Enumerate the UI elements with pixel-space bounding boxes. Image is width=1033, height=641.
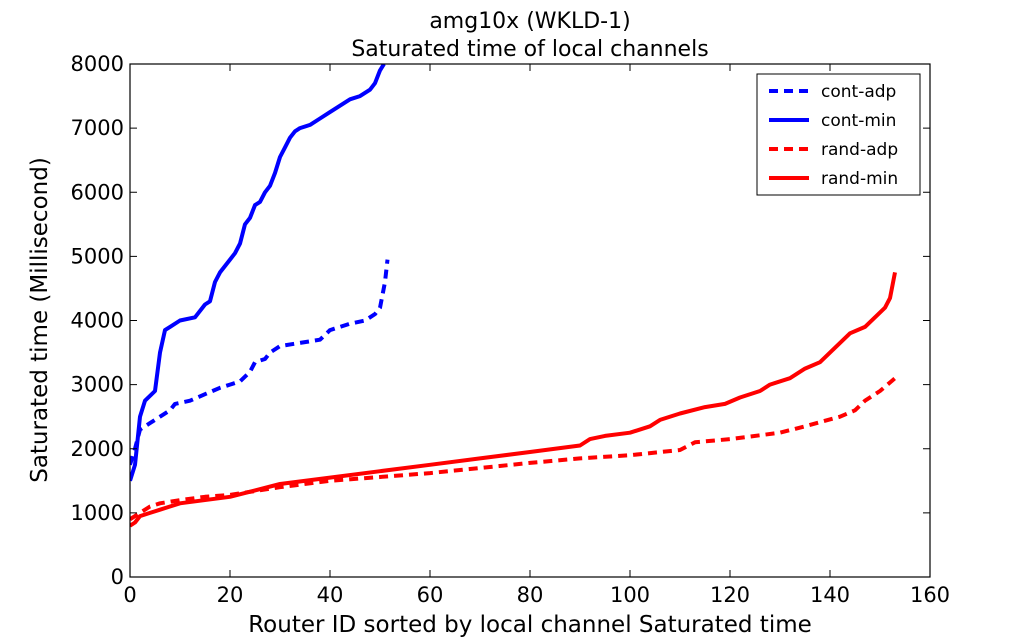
x-tick-label: 120	[710, 583, 750, 607]
legend-label: cont-adp	[821, 82, 896, 102]
y-tick-label: 8000	[71, 52, 124, 76]
series-layer	[130, 64, 897, 528]
y-tick-label: 6000	[71, 180, 124, 204]
y-tick-label: 5000	[71, 244, 124, 268]
x-tick-label: 160	[910, 583, 950, 607]
y-tick-label: 3000	[71, 373, 124, 397]
series-line-rand-adp	[130, 376, 897, 521]
chart-title: amg10x (WKLD-1)	[429, 9, 630, 34]
x-tick-label: 60	[417, 583, 444, 607]
legend-label: rand-min	[821, 169, 898, 189]
x-axis: 0 20 40 60 80 100 120 140 160	[123, 64, 950, 607]
x-tick-label: 40	[317, 583, 344, 607]
y-tick-label: 7000	[71, 116, 124, 140]
x-tick-label: 0	[123, 583, 136, 607]
series-line-cont-min	[130, 64, 386, 482]
y-tick-label: 2000	[71, 437, 124, 461]
y-tick-label: 0	[111, 565, 124, 589]
chart-subtitle: Saturated time of local channels	[351, 37, 708, 62]
legend-box	[756, 73, 921, 196]
legend-label: cont-min	[821, 111, 896, 131]
series-line-cont-adp	[130, 259, 390, 466]
x-tick-label: 80	[517, 583, 544, 607]
legend: cont-adp cont-min rand-adp rand-min	[756, 73, 921, 196]
y-tick-label: 4000	[71, 309, 124, 333]
y-tick-label: 1000	[71, 501, 124, 525]
x-tick-label: 100	[610, 583, 650, 607]
series-line-rand-min	[130, 272, 897, 528]
legend-label: rand-adp	[821, 140, 898, 160]
y-axis-label: Saturated time (Millisecond)	[27, 157, 53, 483]
x-axis-label: Router ID sorted by local channel Satura…	[248, 612, 812, 638]
x-tick-label: 20	[217, 583, 244, 607]
y-axis: 0 1000 2000 3000 4000 5000 6000 7000 8000	[71, 52, 930, 589]
x-tick-label: 140	[810, 583, 850, 607]
